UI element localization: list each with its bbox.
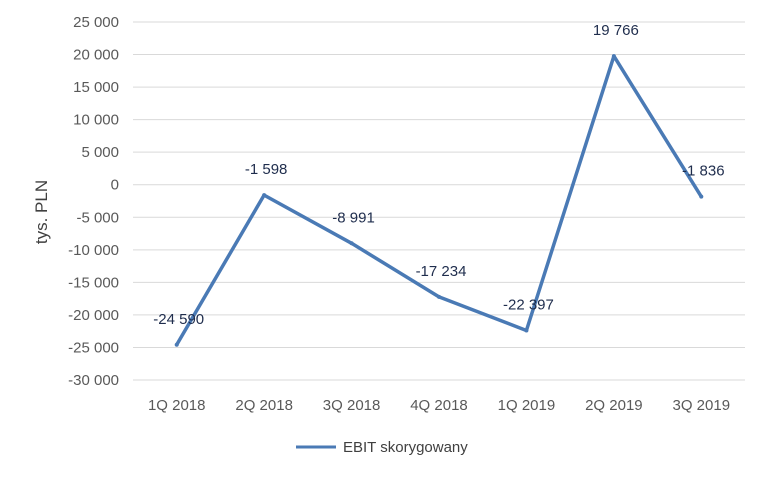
legend-label: EBIT skorygowany bbox=[343, 439, 468, 456]
data-label: -8 991 bbox=[332, 209, 375, 226]
data-point bbox=[349, 241, 354, 246]
data-label: 19 766 bbox=[593, 22, 639, 39]
data-label: -24 590 bbox=[153, 311, 204, 328]
data-point bbox=[524, 328, 529, 333]
series-group bbox=[174, 54, 704, 347]
x-tick-label: 3Q 2018 bbox=[323, 397, 381, 414]
y-tick-label: 10 000 bbox=[73, 112, 119, 129]
data-point bbox=[174, 342, 179, 347]
data-point bbox=[437, 294, 441, 299]
legend: EBIT skorygowany bbox=[296, 439, 468, 456]
x-axis-ticks: 1Q 2018 2Q 2018 3Q 2018 4Q 2018 1Q 2019 2Q 20… bbox=[148, 397, 730, 414]
y-tick-label: 5 000 bbox=[81, 144, 119, 161]
data-point bbox=[699, 194, 704, 199]
y-tick-label: 25 000 bbox=[73, 14, 119, 31]
y-tick-label: 15 000 bbox=[73, 79, 119, 96]
x-tick-label: 4Q 2018 bbox=[410, 397, 468, 414]
y-tick-label: 0 bbox=[111, 177, 119, 194]
data-label: -17 234 bbox=[416, 263, 467, 280]
data-label: -1 598 bbox=[245, 161, 288, 178]
y-axis-label: tys. PLN bbox=[32, 180, 51, 244]
y-tick-label: 20 000 bbox=[73, 47, 119, 64]
y-tick-label: -20 000 bbox=[68, 307, 119, 324]
gridlines bbox=[133, 21, 745, 381]
data-label: -22 397 bbox=[503, 297, 554, 314]
y-tick-label: -10 000 bbox=[68, 242, 119, 259]
data-point bbox=[262, 193, 267, 198]
data-labels: -24 590 -1 598 -8 991 -17 234 -22 397 19 766 -… bbox=[153, 22, 724, 328]
x-tick-label: 1Q 2019 bbox=[498, 397, 556, 414]
x-tick-label: 3Q 2019 bbox=[673, 397, 731, 414]
y-tick-label: -30 000 bbox=[68, 372, 119, 389]
x-tick-label: 2Q 2018 bbox=[235, 397, 293, 414]
x-tick-label: 1Q 2018 bbox=[148, 397, 206, 414]
x-tick-label: 2Q 2019 bbox=[585, 397, 643, 414]
y-tick-label: -5 000 bbox=[76, 209, 119, 226]
y-axis-ticks: 25 000 20 000 15 000 10 000 5 000 0 -5 000 -10 … bbox=[68, 14, 119, 389]
y-tick-label: -25 000 bbox=[68, 339, 119, 356]
data-label: -1 836 bbox=[682, 163, 725, 180]
series-line bbox=[174, 54, 704, 347]
y-tick-label: -15 000 bbox=[68, 274, 119, 291]
data-point bbox=[611, 54, 616, 59]
